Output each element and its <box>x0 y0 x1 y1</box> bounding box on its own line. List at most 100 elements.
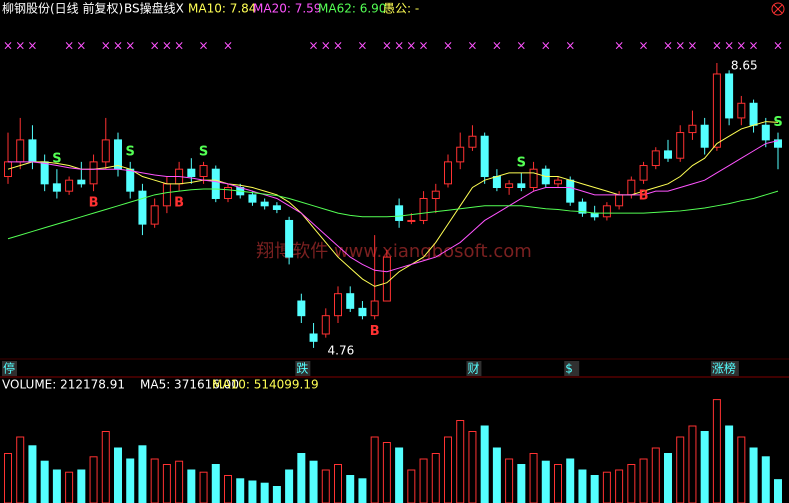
watermark: 翔博软件 www.xiangbosoft.com <box>256 241 532 262</box>
candle-body <box>297 300 306 317</box>
event-box <box>710 361 739 376</box>
signal-cross: × <box>663 39 673 53</box>
candle-body <box>89 161 98 185</box>
candle-body <box>309 333 318 342</box>
signal-cross: × <box>125 39 135 53</box>
volume-bar <box>309 460 318 503</box>
volume-ma5: MA5: 371616.00 <box>140 378 239 392</box>
signal-cross: × <box>223 39 233 53</box>
volume-bar <box>578 469 587 503</box>
event-box <box>2 361 17 376</box>
bs-signal: B <box>370 324 380 339</box>
candle-body <box>664 150 672 159</box>
volume-bar <box>260 482 269 503</box>
volume-bar <box>65 471 74 503</box>
volume-bar <box>297 453 306 503</box>
event-label: $ <box>565 362 573 376</box>
volume-bar <box>114 447 122 503</box>
volume-bar <box>774 479 782 503</box>
signal-cross: × <box>516 39 526 53</box>
candle-body <box>150 205 159 225</box>
volume-bar <box>52 469 61 503</box>
chart-title: 柳钢股份(日线 前复权) <box>2 1 123 16</box>
legend-yugong: 愚公: - <box>383 2 419 16</box>
candle-body <box>761 124 770 141</box>
candle-body <box>602 205 611 218</box>
volume-bar <box>431 453 440 503</box>
signal-cross: × <box>394 39 404 53</box>
volume-bar <box>138 445 147 503</box>
candle-body <box>468 135 477 148</box>
volume-bar <box>28 445 37 503</box>
signal-cross: × <box>357 39 367 53</box>
signal-cross: × <box>419 39 429 53</box>
volume-bar <box>126 458 135 503</box>
event-box <box>295 361 311 376</box>
volume-bar <box>334 464 342 503</box>
candle-body <box>651 150 660 167</box>
signal-cross: × <box>467 39 477 53</box>
candle-body <box>126 168 135 192</box>
high-label: 8.65 <box>731 58 758 72</box>
candle-body <box>285 219 294 258</box>
ma-line <box>8 140 779 273</box>
volume-bar <box>77 469 86 503</box>
candle-body <box>444 161 452 185</box>
candle-body <box>627 179 636 196</box>
event-box <box>466 361 482 376</box>
volume-bar <box>346 475 355 503</box>
volume-bar <box>89 456 98 503</box>
candle-body <box>639 165 648 181</box>
event-label: 跌 <box>296 361 308 376</box>
volume-bar <box>676 436 685 503</box>
volume-bar <box>590 475 599 503</box>
legend-ma62: MA62: 6.90 <box>318 2 386 16</box>
volume-bar <box>4 453 12 503</box>
bs-signal: S <box>52 152 61 167</box>
volume-bar <box>162 464 171 503</box>
volume-bar <box>285 469 294 503</box>
volume-bar <box>16 436 25 503</box>
signal-cross: × <box>76 39 86 53</box>
candle-body <box>492 176 501 188</box>
candle-body <box>162 183 171 207</box>
volume-bar <box>651 447 660 503</box>
candle-body <box>505 183 514 188</box>
volume-bar <box>664 453 672 503</box>
bs-signal: B <box>639 188 649 203</box>
candle-body <box>517 183 526 188</box>
candle-body <box>382 256 391 302</box>
signal-cross: × <box>492 39 502 53</box>
signal-cross: × <box>27 39 37 53</box>
signal-cross: × <box>565 39 575 53</box>
candle-body <box>28 139 37 163</box>
volume-bar <box>505 458 514 503</box>
bs-signal: B <box>174 196 184 211</box>
signal-cross: × <box>406 39 416 53</box>
volume-bar <box>749 447 758 503</box>
signal-cross: × <box>113 39 123 53</box>
candle-body <box>199 165 208 178</box>
volume-bar <box>725 425 734 503</box>
volume-bar <box>712 399 721 503</box>
candle-body <box>40 161 49 185</box>
candle-body <box>615 194 624 207</box>
volume-bar <box>639 458 648 503</box>
candle-body <box>407 219 416 222</box>
signal-cross: × <box>639 39 649 53</box>
candle-body <box>590 212 599 218</box>
volume-bar <box>700 431 709 503</box>
event-label: 涨榜 <box>712 361 736 376</box>
volume-ma10: MA10: 514099.19 <box>212 378 319 392</box>
volume-bar <box>480 425 489 503</box>
signal-cross: × <box>687 39 697 53</box>
candle-body <box>260 201 269 207</box>
candle-body <box>712 73 721 148</box>
close-icon[interactable] <box>771 2 785 16</box>
candle-body <box>676 132 685 159</box>
bs-signal: S <box>126 144 135 159</box>
candle-body <box>77 179 86 185</box>
bs-signal: S <box>517 155 526 170</box>
signal-cross: × <box>174 39 184 53</box>
volume-bar <box>627 464 636 503</box>
